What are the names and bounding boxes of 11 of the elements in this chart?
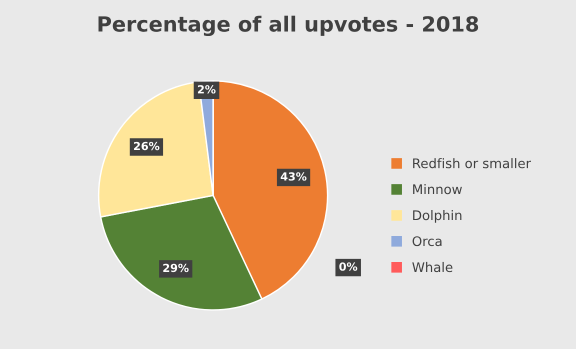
legend-label: Redfish or smaller xyxy=(413,158,532,168)
chart-title: Percentage of all upvotes - 2018 xyxy=(98,16,478,36)
text: 0% xyxy=(339,262,358,271)
legend-label: Dolphin xyxy=(413,210,462,223)
legend-label: Minnow xyxy=(413,184,462,194)
data-label: 2% xyxy=(198,85,216,94)
legend-label: Whale xyxy=(412,262,452,272)
legend-label: Orca xyxy=(412,236,442,246)
data-label: 26% xyxy=(134,142,160,150)
data-label: 43% xyxy=(280,172,306,181)
data-label: 29% xyxy=(163,264,189,272)
